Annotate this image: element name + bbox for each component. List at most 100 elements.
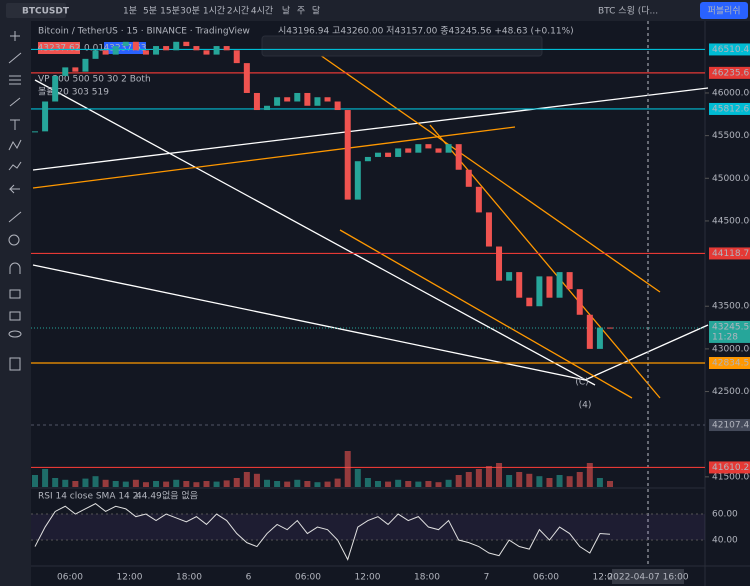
publish[interactable]: 퍼블리쉬 <box>707 6 740 17</box>
fib-tool[interactable] <box>9 75 21 85</box>
candle <box>536 276 543 307</box>
back-tool[interactable] <box>8 184 20 194</box>
x-tick-label: 12:00 <box>355 573 381 583</box>
level-label: 41610.2 <box>712 463 749 473</box>
x-tick-label: 06:00 <box>295 573 321 583</box>
candle <box>425 144 432 149</box>
rsi-legend: RSI 14 close SMA 14 2 <box>38 492 138 502</box>
volume-bar <box>163 481 170 487</box>
candle <box>132 41 139 51</box>
candle <box>435 148 442 153</box>
interval[interactable]: 4시간 <box>251 6 273 17</box>
volume-bar <box>354 469 361 487</box>
volume-bar <box>506 475 513 487</box>
level-label: 46510.41 <box>712 45 750 55</box>
text-tool[interactable] <box>10 119 20 130</box>
left-toolbar <box>0 21 31 586</box>
volume-bar <box>324 481 331 487</box>
chart-title: Bitcoin / TetherUS · 15 · BINANCE · Trad… <box>38 27 250 37</box>
spread: 0.01 <box>84 44 104 54</box>
volume-bar <box>344 451 351 487</box>
volume-bar <box>374 481 381 487</box>
symbol-box[interactable] <box>6 3 66 18</box>
candle <box>102 50 109 55</box>
symbol[interactable]: BTCUSDT <box>22 7 70 17</box>
volume-bar <box>203 481 210 487</box>
volume-bar <box>314 482 321 487</box>
level-tag <box>709 357 750 370</box>
candle <box>223 46 230 51</box>
volume-bar <box>496 463 503 487</box>
candle <box>233 50 240 64</box>
trendline-tool[interactable] <box>8 52 22 64</box>
candle <box>385 152 392 157</box>
candle <box>354 161 361 200</box>
hide-tool[interactable] <box>8 330 22 338</box>
countdown: 11:28 <box>712 332 738 342</box>
volume-bar <box>435 482 442 487</box>
interval[interactable]: 1분 <box>123 6 137 17</box>
volume-bar <box>607 481 613 487</box>
rsi-value: 44.49 <box>136 492 162 502</box>
lock-tool[interactable] <box>9 289 21 299</box>
trendline <box>32 264 586 381</box>
publish-button[interactable] <box>700 2 748 19</box>
lock-all-tool[interactable] <box>9 311 21 321</box>
candle <box>324 97 331 102</box>
current-label: 43245.56 <box>712 322 750 332</box>
pattern-tool[interactable] <box>8 139 22 151</box>
y-tick-label: 42500.00 <box>712 387 750 397</box>
interval[interactable]: 달 <box>312 5 320 17</box>
level-label: 42107.45 <box>712 421 750 431</box>
ohlc: 시43196.94 고43260.00 저43157.00 종43245.56 … <box>278 26 574 37</box>
interval[interactable]: 2시간 <box>227 6 249 17</box>
drawing-toolbar[interactable] <box>261 35 543 57</box>
volume-bar <box>536 476 543 487</box>
candle <box>556 272 563 298</box>
layout-name[interactable]: BTC 스윙 (다... <box>598 6 658 17</box>
magnet-tool[interactable] <box>9 262 21 274</box>
candle <box>304 92 311 106</box>
y-tick-label: 46000.00 <box>712 88 750 98</box>
interval[interactable]: 30분 <box>180 6 200 17</box>
volume-bar <box>52 478 59 487</box>
rsi-tick-label: 40.00 <box>712 536 738 546</box>
crosshair-tool[interactable] <box>10 31 20 41</box>
interval[interactable]: 15분 <box>160 6 180 17</box>
volume-bar <box>556 475 563 487</box>
interval[interactable]: 날 <box>282 6 290 17</box>
left-icons[interactable] <box>8 31 22 371</box>
y-tick-label: 43000.00 <box>712 344 750 354</box>
volume-bar <box>193 482 200 487</box>
candle <box>445 144 452 153</box>
rsi-band <box>31 514 705 541</box>
candle <box>92 50 99 59</box>
prediction-tool[interactable] <box>8 161 22 171</box>
candle <box>213 46 220 55</box>
bid-box[interactable] <box>38 42 80 54</box>
candle <box>516 272 523 298</box>
volume-bar <box>566 476 573 487</box>
candle <box>62 67 69 76</box>
interval[interactable]: 5분 <box>143 6 157 17</box>
rsi-tick-label: 60.00 <box>712 510 738 520</box>
y-tick-label: 45000.00 <box>712 174 750 184</box>
interval[interactable]: 주 <box>297 6 305 17</box>
level-label: 45812.61 <box>712 104 750 114</box>
x-tick-label: 7 <box>484 573 490 583</box>
volume-bar <box>526 473 533 487</box>
volume-bar <box>445 479 452 487</box>
candle <box>506 272 513 281</box>
candle <box>42 101 49 132</box>
level-tag <box>709 43 750 56</box>
level-tag <box>709 66 750 79</box>
volume-legend: 볼륨 20 303 519 <box>38 87 109 98</box>
volume-bar <box>395 479 402 487</box>
zoom-tool[interactable] <box>8 234 20 246</box>
interval[interactable]: 1시간 <box>203 6 225 17</box>
x-tick-label: 06:00 <box>57 573 83 583</box>
trash-tool[interactable] <box>9 357 21 371</box>
ruler-tool[interactable] <box>8 211 22 223</box>
brush-tool[interactable] <box>9 97 21 107</box>
